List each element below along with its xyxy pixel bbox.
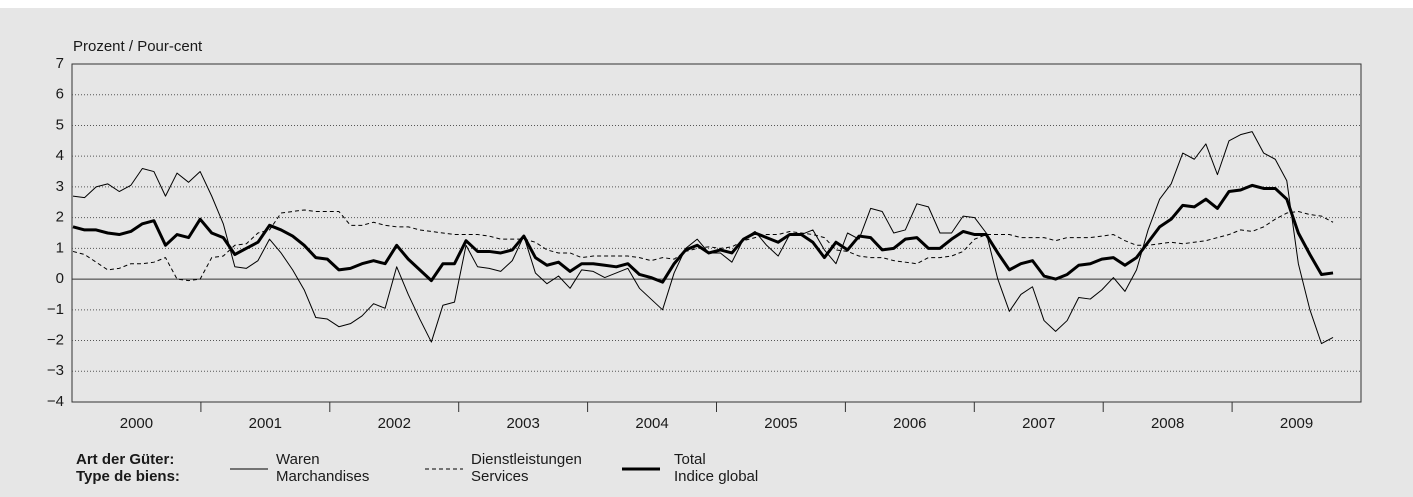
- y-tick-label: −1: [47, 301, 64, 318]
- y-tick-label: −3: [47, 362, 64, 379]
- series-line: [72, 183, 1334, 284]
- y-tick-label: −4: [47, 393, 64, 410]
- series-line: [72, 209, 1334, 282]
- x-tick-label: 2009: [1280, 415, 1313, 432]
- legend-label: Indice global: [674, 468, 758, 485]
- y-tick-label: 3: [56, 178, 64, 195]
- y-tick-label: 6: [56, 86, 64, 103]
- y-tick-label: 4: [56, 147, 64, 164]
- legend-title: Type de biens:: [76, 468, 180, 485]
- y-tick-label: 1: [56, 239, 64, 256]
- legend-label: Waren: [276, 451, 320, 468]
- legend-label: Total: [674, 451, 706, 468]
- y-tick-label: 7: [56, 55, 64, 72]
- y-tick-label: 5: [56, 116, 64, 133]
- x-tick-label: 2005: [764, 415, 797, 432]
- x-tick-label: 2004: [635, 415, 668, 432]
- x-tick-label: 2007: [1022, 415, 1055, 432]
- x-tick-label: 2008: [1151, 415, 1184, 432]
- legend-label: Dienstleistungen: [471, 451, 582, 468]
- x-tick-label: 2006: [893, 415, 926, 432]
- x-tick-label: 2002: [378, 415, 411, 432]
- x-tick-label: 2003: [506, 415, 539, 432]
- x-tick-label: 2001: [249, 415, 282, 432]
- y-axis-label: Prozent / Pour-cent: [73, 38, 203, 55]
- y-tick-label: 0: [56, 270, 64, 287]
- series-line: [72, 131, 1334, 345]
- y-tick-label: 2: [56, 209, 64, 226]
- legend-label: Marchandises: [276, 468, 369, 485]
- x-tick-label: 2000: [120, 415, 153, 432]
- legend-label: Services: [471, 468, 529, 485]
- y-tick-label: −2: [47, 332, 64, 349]
- legend-title: Art der Güter:: [76, 451, 174, 468]
